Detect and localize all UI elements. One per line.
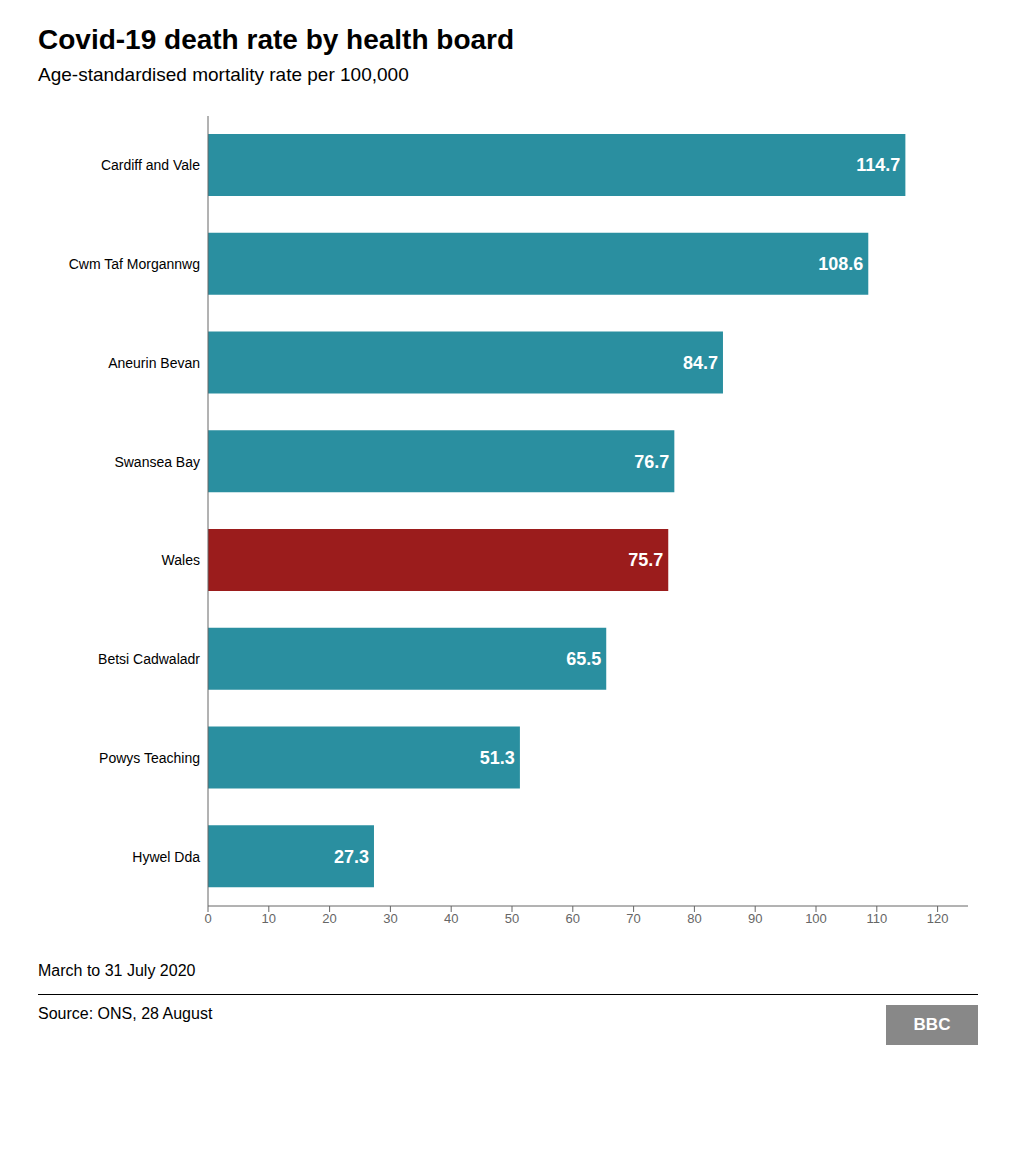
svg-text:Wales: Wales — [162, 552, 200, 568]
html-text:March to 31 July 2020: March to 31 July 2020 — [38, 962, 196, 979]
svg-text:Swansea Bay: Swansea Bay — [114, 454, 200, 470]
svg-text:108.6: 108.6 — [818, 254, 863, 274]
html-text:BBC: BBC — [913, 1015, 951, 1034]
html-text:Age-standardised mortality rat: Age-standardised mortality rate per 100,… — [38, 64, 409, 85]
svg-text:120: 120 — [927, 911, 949, 926]
svg-text:Powys Teaching: Powys Teaching — [99, 750, 200, 766]
svg-text:75.7: 75.7 — [628, 550, 663, 570]
svg-text:20: 20 — [322, 911, 336, 926]
svg-text:Betsi Cadwaladr: Betsi Cadwaladr — [98, 651, 200, 667]
svg-text:10: 10 — [262, 911, 276, 926]
svg-text:114.7: 114.7 — [856, 155, 900, 175]
svg-text:0: 0 — [204, 911, 211, 926]
svg-text:70: 70 — [626, 911, 640, 926]
svg-text:Cwm Taf Morgannwg: Cwm Taf Morgannwg — [69, 256, 200, 272]
html-text:Source: ONS, 28 August: Source: ONS, 28 August — [38, 1005, 213, 1022]
svg-text:84.7: 84.7 — [683, 353, 718, 373]
svg-text:Aneurin Bevan: Aneurin Bevan — [108, 355, 200, 371]
svg-text:40: 40 — [444, 911, 458, 926]
svg-text:60: 60 — [566, 911, 580, 926]
svg-text:27.3: 27.3 — [334, 847, 369, 867]
svg-text:65.5: 65.5 — [566, 649, 601, 669]
svg-text:76.7: 76.7 — [634, 452, 669, 472]
svg-text:30: 30 — [383, 911, 397, 926]
svg-text:51.3: 51.3 — [480, 748, 515, 768]
svg-text:90: 90 — [748, 911, 762, 926]
svg-text:110: 110 — [866, 911, 887, 926]
svg-text:100: 100 — [805, 911, 827, 926]
svg-text:Cardiff and Vale: Cardiff and Vale — [101, 157, 200, 173]
html-text:Covid-19 death rate by health: Covid-19 death rate by health board — [38, 24, 515, 55]
svg-text:80: 80 — [687, 911, 701, 926]
svg-text:50: 50 — [505, 911, 519, 926]
svg-text:Hywel Dda: Hywel Dda — [132, 849, 200, 865]
